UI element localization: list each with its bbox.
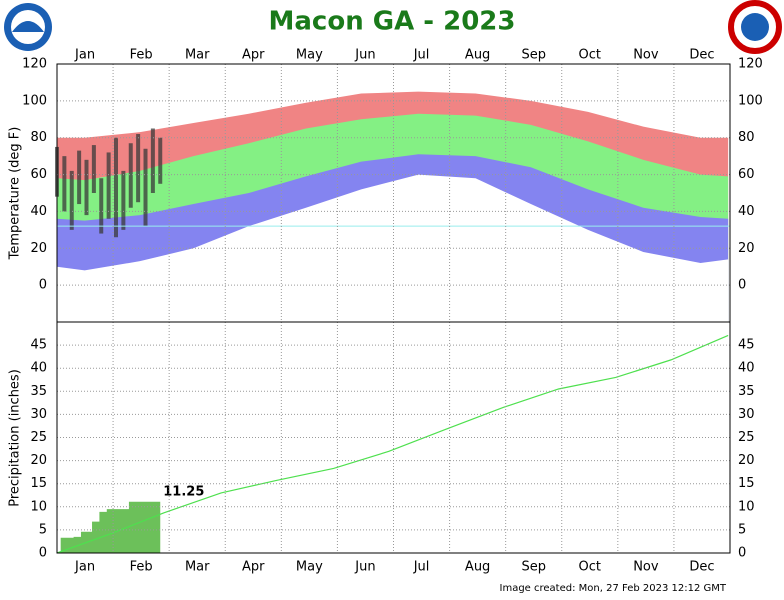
y-tick-label: 0 <box>738 278 746 293</box>
y-tick-label: 10 <box>30 499 47 514</box>
x-tick-label: Apr <box>242 560 265 575</box>
y-tick-label: 10 <box>738 499 755 514</box>
y-tick-label: 45 <box>738 338 755 353</box>
y-tick-label: 30 <box>738 407 755 422</box>
y-tick-label: 100 <box>22 93 47 108</box>
y-tick-label: 40 <box>30 361 47 376</box>
y-tick-label: 60 <box>738 167 755 182</box>
y-tick-label: 40 <box>738 204 755 219</box>
noaa-logo <box>4 3 52 51</box>
y-tick-label: 20 <box>30 453 47 468</box>
y-tick-label: 0 <box>39 546 47 561</box>
x-tick-label: Mar <box>185 560 210 575</box>
x-tick-label: Apr <box>242 48 265 63</box>
observed-bar <box>136 134 141 203</box>
y-tick-label: 5 <box>738 522 746 537</box>
x-tick-label: Feb <box>130 560 153 575</box>
x-tick-label: Sep <box>521 560 546 575</box>
x-tick-label: Oct <box>579 560 601 575</box>
x-tick-label: Jan <box>74 48 95 63</box>
observed-bar <box>158 137 163 184</box>
x-tick-label: Feb <box>130 48 153 63</box>
y-tick-label: 0 <box>738 546 746 561</box>
y-tick-label: 100 <box>738 93 763 108</box>
x-tick-label: Jul <box>413 560 430 575</box>
y-tick-label: 20 <box>30 241 47 256</box>
observed-precip <box>57 501 161 553</box>
y-tick-label: 25 <box>30 430 47 445</box>
observed-bar <box>114 137 119 238</box>
observed-bar <box>91 145 96 193</box>
y-tick-label: 80 <box>30 130 47 145</box>
observed-bar <box>143 148 148 227</box>
x-tick-label: Mar <box>185 48 210 63</box>
x-tick-label: Aug <box>465 560 490 575</box>
y-tick-label: 0 <box>39 278 47 293</box>
y-tick-label: 45 <box>30 338 47 353</box>
observed-bar <box>128 143 133 208</box>
y-tick-label: 40 <box>30 204 47 219</box>
x-tick-label: Nov <box>633 560 659 575</box>
temperature-band <box>57 174 729 322</box>
y-tick-label: 15 <box>30 476 47 491</box>
observed-bar <box>106 152 111 219</box>
y-tick-label: 20 <box>738 453 755 468</box>
x-tick-label: Jun <box>354 48 375 63</box>
x-tick-label: Jul <box>413 48 430 63</box>
x-tick-label: May <box>296 560 323 575</box>
nws-logo <box>728 0 782 54</box>
y-tick-label: 60 <box>30 167 47 182</box>
observed-bar <box>150 128 155 193</box>
x-tick-label: Aug <box>465 48 490 63</box>
y-tick-label: 35 <box>738 384 755 399</box>
plot-frame <box>56 321 731 554</box>
y-axis-title: Precipitation (inches) <box>8 369 23 507</box>
x-tick-label: Jan <box>74 560 95 575</box>
chart-title: Macon GA - 2023 <box>269 7 516 37</box>
y-tick-label: 120 <box>22 57 47 72</box>
observed-bar <box>77 150 82 205</box>
footer-note: Image created: Mon, 27 Feb 2023 12:12 GM… <box>500 583 727 594</box>
x-tick-label: Dec <box>689 560 714 575</box>
y-axis-title: Temperature (deg F) <box>8 127 23 261</box>
observed-bar <box>62 156 67 212</box>
x-tick-label: Oct <box>579 48 601 63</box>
y-tick-label: 30 <box>30 407 47 422</box>
y-tick-label: 5 <box>39 522 47 537</box>
x-tick-label: May <box>296 48 323 63</box>
y-tick-label: 20 <box>738 241 755 256</box>
normal-precip-line <box>56 334 729 554</box>
x-tick-label: Dec <box>689 48 714 63</box>
y-tick-label: 25 <box>738 430 755 445</box>
y-tick-label: 80 <box>738 130 755 145</box>
observed-bar <box>121 170 126 230</box>
y-tick-label: 15 <box>738 476 755 491</box>
observed-bar <box>99 178 104 234</box>
y-tick-label: 35 <box>30 384 47 399</box>
x-tick-label: Jun <box>354 560 375 575</box>
y-tick-label: 40 <box>738 361 755 376</box>
x-tick-label: Nov <box>633 48 659 63</box>
data-label: 11.25 <box>163 485 204 500</box>
y-tick-label: 120 <box>738 57 763 72</box>
observed-bar <box>84 159 89 216</box>
x-tick-label: Sep <box>521 48 546 63</box>
observed-bar <box>69 170 74 230</box>
